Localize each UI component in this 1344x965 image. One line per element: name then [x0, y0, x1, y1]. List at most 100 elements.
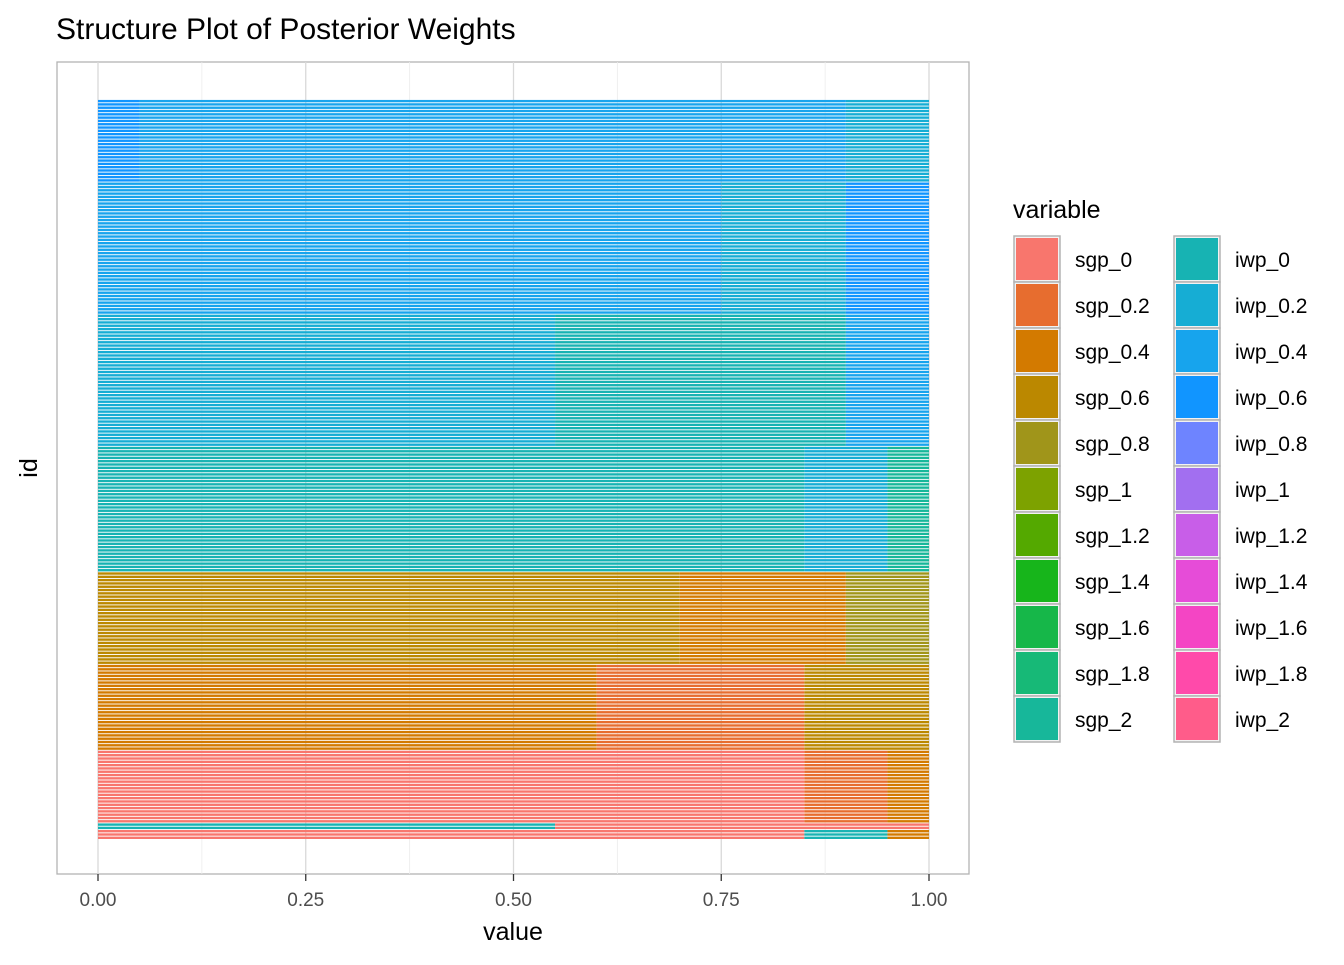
bar-segment-sgp_0-4 [679, 645, 846, 648]
bar-segment-iwp_0-4 [98, 192, 722, 195]
bar-segment-iwp_0-4 [98, 251, 722, 255]
bar-segment-iwp_0-4 [139, 106, 846, 109]
bar-segment-sgp_0-4 [679, 578, 846, 582]
bar-segment-iwp_0-4 [98, 189, 722, 192]
legend-title: variable [1013, 196, 1101, 224]
bar-segment-iwp_0-2 [721, 241, 846, 245]
bar-segment-iwp_0-4 [139, 119, 846, 123]
bar-segment-iwp_0-6 [845, 215, 929, 218]
bar-segment-iwp_0-2 [721, 304, 846, 308]
bar-segment-sgp_0-8 [845, 631, 929, 635]
bar-segment-iwp_0-2 [98, 384, 556, 387]
bar-segment-iwp_0 [98, 496, 805, 499]
bar-segment-iwp_0-2 [98, 413, 556, 417]
bar-segment-sgp_2 [887, 460, 929, 463]
bar-segment-sgp_0-4 [98, 717, 597, 721]
bar-segment-iwp_0-4 [139, 99, 846, 103]
bar-segment-sgp_0-4 [679, 628, 846, 631]
bar-segment-iwp_0-2 [721, 218, 846, 222]
bar-segment-iwp_0-2 [98, 321, 556, 324]
bar-segment-sgp_2 [887, 512, 929, 516]
bar-segment-iwp_0-2 [721, 291, 846, 294]
bar-segment-sgp_0-6 [98, 631, 680, 635]
bar-segment-sgp_0-8 [845, 654, 929, 658]
bar-segment-sgp_0-2 [804, 757, 888, 760]
bar-segment-sgp_0-6 [98, 572, 680, 575]
bar-segment-sgp_0-6 [98, 658, 680, 661]
bar-segment-sgp_0-2 [804, 773, 888, 777]
bar-segment-iwp_0-6 [98, 126, 140, 129]
bar-segment-sgp_0-4 [98, 747, 597, 750]
bar-segment-iwp_0 [555, 430, 846, 433]
bar-segment-sgp_2 [887, 506, 929, 509]
bar-segment-sgp_0-6 [98, 608, 680, 612]
bar-segment-sgp_0-6 [98, 621, 680, 625]
bar-segment-iwp_0-6 [845, 251, 929, 255]
bar-segment-iwp_0 [98, 502, 805, 506]
bar-segment-iwp_0-6 [98, 106, 140, 109]
bar-segment-iwp_0-2 [98, 430, 556, 433]
bar-segment-sgp_0-8 [845, 602, 929, 605]
bar-segment-iwp_0 [98, 559, 805, 562]
bar-segment-iwp_0-4 [845, 390, 929, 394]
bar-segment-sgp_0-8 [845, 572, 929, 575]
bar-segment-iwp_0-4 [139, 109, 846, 113]
bars-layer [98, 99, 929, 839]
bar-segment-sgp_0 [98, 757, 805, 760]
bar-segment-sgp_0-4 [679, 658, 846, 661]
bar-segment-iwp_0-2 [721, 228, 846, 232]
bar-segment-iwp_0 [555, 377, 846, 380]
bar-segment-iwp_0-6 [845, 205, 929, 209]
bar-segment-sgp_0-4 [887, 757, 929, 760]
bar-segment-iwp_0-2 [804, 469, 888, 473]
bar-segment-iwp_0-2 [721, 265, 846, 268]
bar-segment-iwp_0-6 [845, 265, 929, 268]
bar-segment-sgp_0-8 [845, 588, 929, 592]
bar-segment-sgp_0-6 [804, 691, 929, 694]
bar-segment-sgp_0 [98, 790, 805, 793]
legend-key-swatch [1016, 422, 1058, 464]
bar-segment-iwp_0-4 [139, 123, 846, 126]
bar-segment-iwp_0-4 [98, 288, 722, 291]
bar-segment-sgp_0-6 [98, 628, 680, 631]
bar-segment-sgp_0-4 [887, 816, 929, 820]
legend-key-swatch [1016, 238, 1058, 280]
bar-segment-iwp_0-2 [98, 314, 556, 318]
bar-segment-sgp_0-4 [887, 754, 929, 757]
bar-segment-sgp_2 [887, 519, 929, 522]
bar-segment-sgp_0-4 [679, 585, 846, 588]
bar-segment-sgp_0-2 [804, 806, 888, 810]
bar-segment-sgp_0-8 [845, 628, 929, 631]
bar-segment-sgp_0-6 [804, 747, 929, 750]
bar-segment-iwp_0-4 [845, 367, 929, 370]
bar-segment-iwp_0-2 [845, 139, 929, 142]
bar-segment-iwp_0-4 [139, 132, 846, 136]
bar-segment-sgp_0-8 [845, 635, 929, 638]
bar-segment-iwp_0-4 [98, 278, 722, 281]
bar-segment-sgp_0-2 [804, 770, 888, 773]
bar-segment-iwp_0-6 [845, 284, 929, 288]
bar-segment-iwp_0-6 [845, 268, 929, 271]
bar-segment-iwp_0-4 [98, 215, 722, 218]
bar-segment-sgp_0-4 [98, 674, 597, 678]
bar-segment-sgp_2 [887, 562, 929, 565]
bar-segment-iwp_0-6 [98, 146, 140, 149]
bar-segment-sgp_0-4 [887, 793, 929, 797]
bar-segment-iwp_0-2 [721, 212, 846, 215]
legend: variable sgp_0 sgp_0.2 sgp_0.4 sgp_0.6 sgp_0… [1013, 196, 1308, 743]
bar-segment-sgp_0-4 [887, 806, 929, 810]
bar-segment-sgp_2 [887, 450, 929, 453]
bar-segment-sgp_0-8 [845, 582, 929, 585]
bar-segment-sgp_2 [887, 565, 929, 569]
bar-segment-iwp_0 [98, 473, 805, 476]
bar-segment-sgp_2 [887, 493, 929, 496]
bar-segment-iwp_0 [555, 341, 846, 344]
bar-segment-sgp_0-4 [887, 790, 929, 793]
bar-segment-sgp_0-4 [887, 813, 929, 816]
bar-segment-sgp_0-2 [596, 701, 805, 704]
bar-segment-iwp_0 [98, 493, 805, 496]
bar-segment-sgp_2 [887, 545, 929, 549]
bar-segment-iwp_0-2 [845, 165, 929, 169]
bar-segment-iwp_0-4 [98, 275, 722, 278]
bar-segment-sgp_0-6 [804, 664, 929, 668]
